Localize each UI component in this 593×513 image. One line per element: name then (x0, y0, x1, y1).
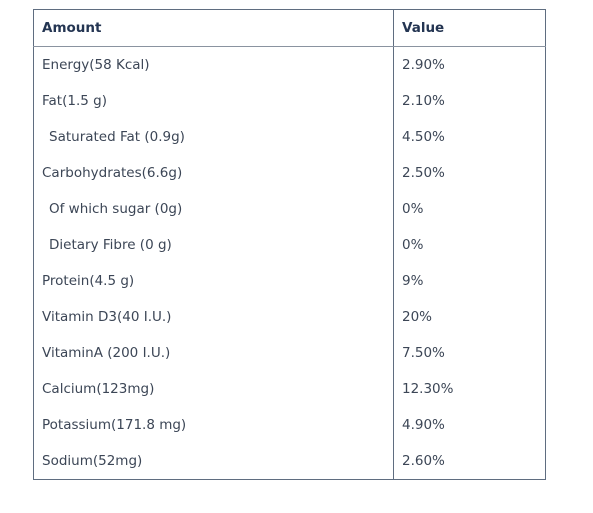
amount-cell: VitaminA (200 I.U.) (33, 335, 394, 371)
value-column-header: Value (393, 9, 546, 47)
table-row: VitaminA (200 I.U.) 7.50% (33, 335, 546, 371)
amount-cell: Vitamin D3(40 I.U.) (33, 299, 394, 335)
value-cell: 2.90% (402, 57, 445, 73)
value-cell: 20% (402, 309, 433, 325)
value-cell: 9% (402, 273, 424, 289)
value-cell: 0% (402, 201, 424, 217)
value-cell: 2.60% (402, 453, 445, 469)
value-cell: 4.50% (402, 129, 445, 145)
amount-cell: Protein(4.5 g) (33, 263, 394, 299)
table-header: Amount Value (33, 9, 546, 47)
table-row: Saturated Fat (0.9g) 4.50% (33, 119, 546, 155)
table-row: Sodium(52mg) 2.60% (33, 443, 546, 480)
amount-cell: Dietary Fibre (0 g) (33, 227, 394, 263)
amount-cell: Carbohydrates(6.6g) (33, 155, 394, 191)
value-cell: 7.50% (402, 345, 445, 361)
table-row: Calcium(123mg) 12.30% (33, 371, 546, 407)
amount-cell: Potassium(171.8 mg) (33, 407, 394, 443)
amount-cell: Calcium(123mg) (33, 371, 394, 407)
amount-cell: Sodium(52mg) (33, 443, 394, 480)
amount-cell: Saturated Fat (0.9g) (33, 119, 394, 155)
value-cell: 2.10% (402, 93, 445, 109)
amount-cell: Energy(58 Kcal) (33, 46, 394, 83)
value-cell: 12.30% (402, 381, 454, 397)
table-row: Fat(1.5 g) 2.10% (33, 83, 546, 119)
value-cell: 0% (402, 237, 424, 253)
table-row: Of which sugar (0g) 0% (33, 191, 546, 227)
table-row: Carbohydrates(6.6g) 2.50% (33, 155, 546, 191)
table-body: Energy(58 Kcal) 2.90% Fat(1.5 g) 2.10% S… (33, 46, 546, 480)
value-cell: 2.50% (402, 165, 445, 181)
amount-cell: Of which sugar (0g) (33, 191, 394, 227)
table-row: Energy(58 Kcal) 2.90% (33, 46, 546, 83)
nutrition-table: Amount Value Energy(58 Kcal) 2.90% Fat(1… (33, 9, 546, 480)
amount-cell: Fat(1.5 g) (33, 83, 394, 119)
table-row: Potassium(171.8 mg) 4.90% (33, 407, 546, 443)
amount-column-header: Amount (33, 9, 394, 47)
value-cell: 4.90% (402, 417, 445, 433)
header-row: Amount Value (33, 9, 546, 47)
table-row: Dietary Fibre (0 g) 0% (33, 227, 546, 263)
table-row: Protein(4.5 g) 9% (33, 263, 546, 299)
table-row: Vitamin D3(40 I.U.) 20% (33, 299, 546, 335)
